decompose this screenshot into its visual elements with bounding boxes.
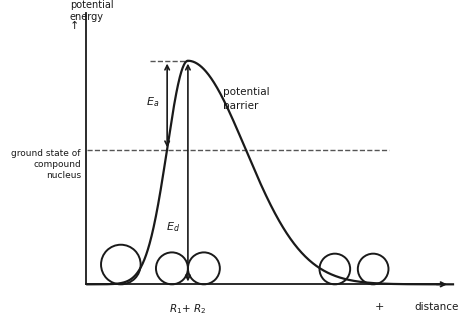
- Text: ↑: ↑: [70, 21, 79, 31]
- Text: $E_d$: $E_d$: [166, 220, 180, 234]
- Text: ground state of
compound
nucleus: ground state of compound nucleus: [11, 149, 81, 180]
- Text: $E_a$: $E_a$: [146, 95, 159, 109]
- Text: +: +: [375, 302, 384, 312]
- Text: potential
barrier: potential barrier: [223, 88, 270, 111]
- Text: $R_1$+ $R_2$: $R_1$+ $R_2$: [169, 302, 207, 316]
- Text: potential
energy: potential energy: [70, 0, 113, 22]
- Text: distance: distance: [415, 302, 459, 312]
